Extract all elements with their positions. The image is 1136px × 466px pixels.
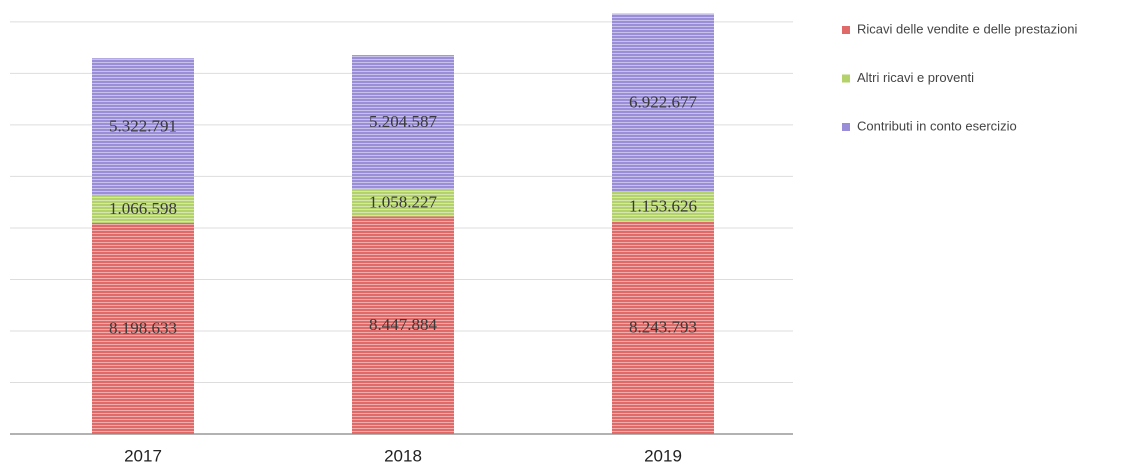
data-label: 8.447.884: [369, 315, 438, 334]
data-label: 8.243.793: [629, 318, 697, 337]
bar-texture: [352, 216, 454, 434]
legend-swatch: [842, 74, 850, 83]
data-label: 1.066.598: [109, 199, 177, 218]
data-label: 5.204.587: [369, 112, 438, 131]
bar-texture: [92, 58, 194, 196]
x-tick-label: 2017: [124, 446, 162, 465]
legend-label: Ricavi delle vendite e delle prestazioni: [857, 21, 1078, 36]
legend-label: Altri ricavi e proventi: [857, 70, 974, 85]
bar-texture: [92, 222, 194, 434]
legend-swatch: [842, 123, 850, 131]
data-label: 5.322.791: [109, 117, 177, 136]
bar-texture: [352, 189, 454, 217]
legend-swatch: [842, 26, 850, 34]
data-label: 1.058.227: [369, 193, 438, 212]
data-label: 1.153.626: [629, 197, 697, 216]
bar-texture: [92, 195, 194, 223]
x-tick-label: 2019: [644, 446, 682, 465]
legend-label: Contributi in conto esercizio: [857, 118, 1017, 133]
x-tick-label: 2018: [384, 446, 422, 465]
bar-texture: [612, 13, 714, 192]
data-label: 8.198.633: [109, 318, 177, 337]
bar-texture: [612, 191, 714, 222]
bar-texture: [612, 221, 714, 434]
bar-texture: [352, 55, 454, 190]
data-label: 6.922.677: [629, 93, 698, 112]
